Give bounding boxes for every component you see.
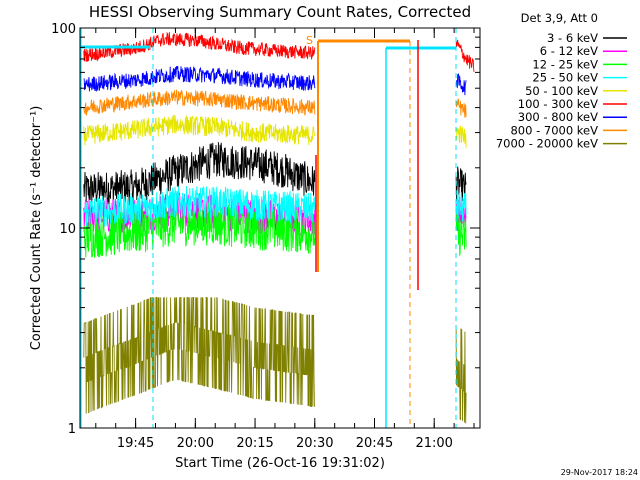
- x-tick-label: 19:45: [117, 436, 154, 451]
- legend-label: 800 - 7000 keV: [510, 123, 598, 137]
- legend-label: 100 - 300 keV: [518, 97, 598, 111]
- legend-label: 6 - 12 keV: [540, 44, 598, 58]
- x-axis-label: Start Time (26-Oct-16 19:31:02): [175, 456, 385, 471]
- legend-label: 12 - 25 keV: [532, 57, 598, 71]
- series-line: [455, 73, 467, 96]
- series-line: [83, 65, 316, 92]
- x-tick-label: 20:00: [177, 436, 214, 451]
- series-line: [455, 98, 467, 118]
- legend-label: 3 - 6 keV: [547, 31, 598, 45]
- x-tick-label: 20:45: [356, 436, 393, 451]
- legend-label: 25 - 50 keV: [532, 71, 598, 85]
- series-line: [455, 324, 467, 424]
- y-axis-label: Corrected Count Rate (s⁻¹ detector⁻¹): [29, 106, 44, 351]
- x-tick-label: 20:30: [296, 436, 333, 451]
- legend-header: Det 3,9, Att 0: [521, 11, 598, 25]
- series-line: [83, 185, 316, 228]
- chart-title: HESSI Observing Summary Count Rates, Cor…: [89, 3, 471, 21]
- timestamp: 29-Nov-2017 18:24: [561, 468, 638, 477]
- series-layer: [83, 31, 475, 424]
- series-line: [83, 142, 316, 207]
- series-line: [456, 125, 467, 148]
- legend-label: 50 - 100 keV: [525, 84, 598, 98]
- series-line: [455, 190, 467, 222]
- series-line: [455, 212, 467, 256]
- y-tick-label: 100: [51, 22, 76, 37]
- series-line: [83, 89, 316, 116]
- series-line: [83, 296, 315, 414]
- series-line: [455, 166, 467, 205]
- x-tick-label: 20:15: [236, 436, 273, 451]
- legend-label: 7000 - 20000 keV: [496, 137, 598, 151]
- axes: 19:45 20:00 20:15 20:30 20:45 21:00 1 10 100: [51, 22, 480, 451]
- x-tick-label: 21:00: [415, 436, 452, 451]
- marker-label: S: [306, 34, 313, 47]
- orbit-markers: S: [80, 28, 457, 428]
- y-tick-label: 1: [68, 422, 76, 437]
- legend-label: 300 - 800 keV: [518, 110, 598, 124]
- series-line: [83, 31, 316, 62]
- series-line: [455, 39, 475, 72]
- series-line: [83, 114, 316, 146]
- y-tick-label: 10: [59, 222, 76, 237]
